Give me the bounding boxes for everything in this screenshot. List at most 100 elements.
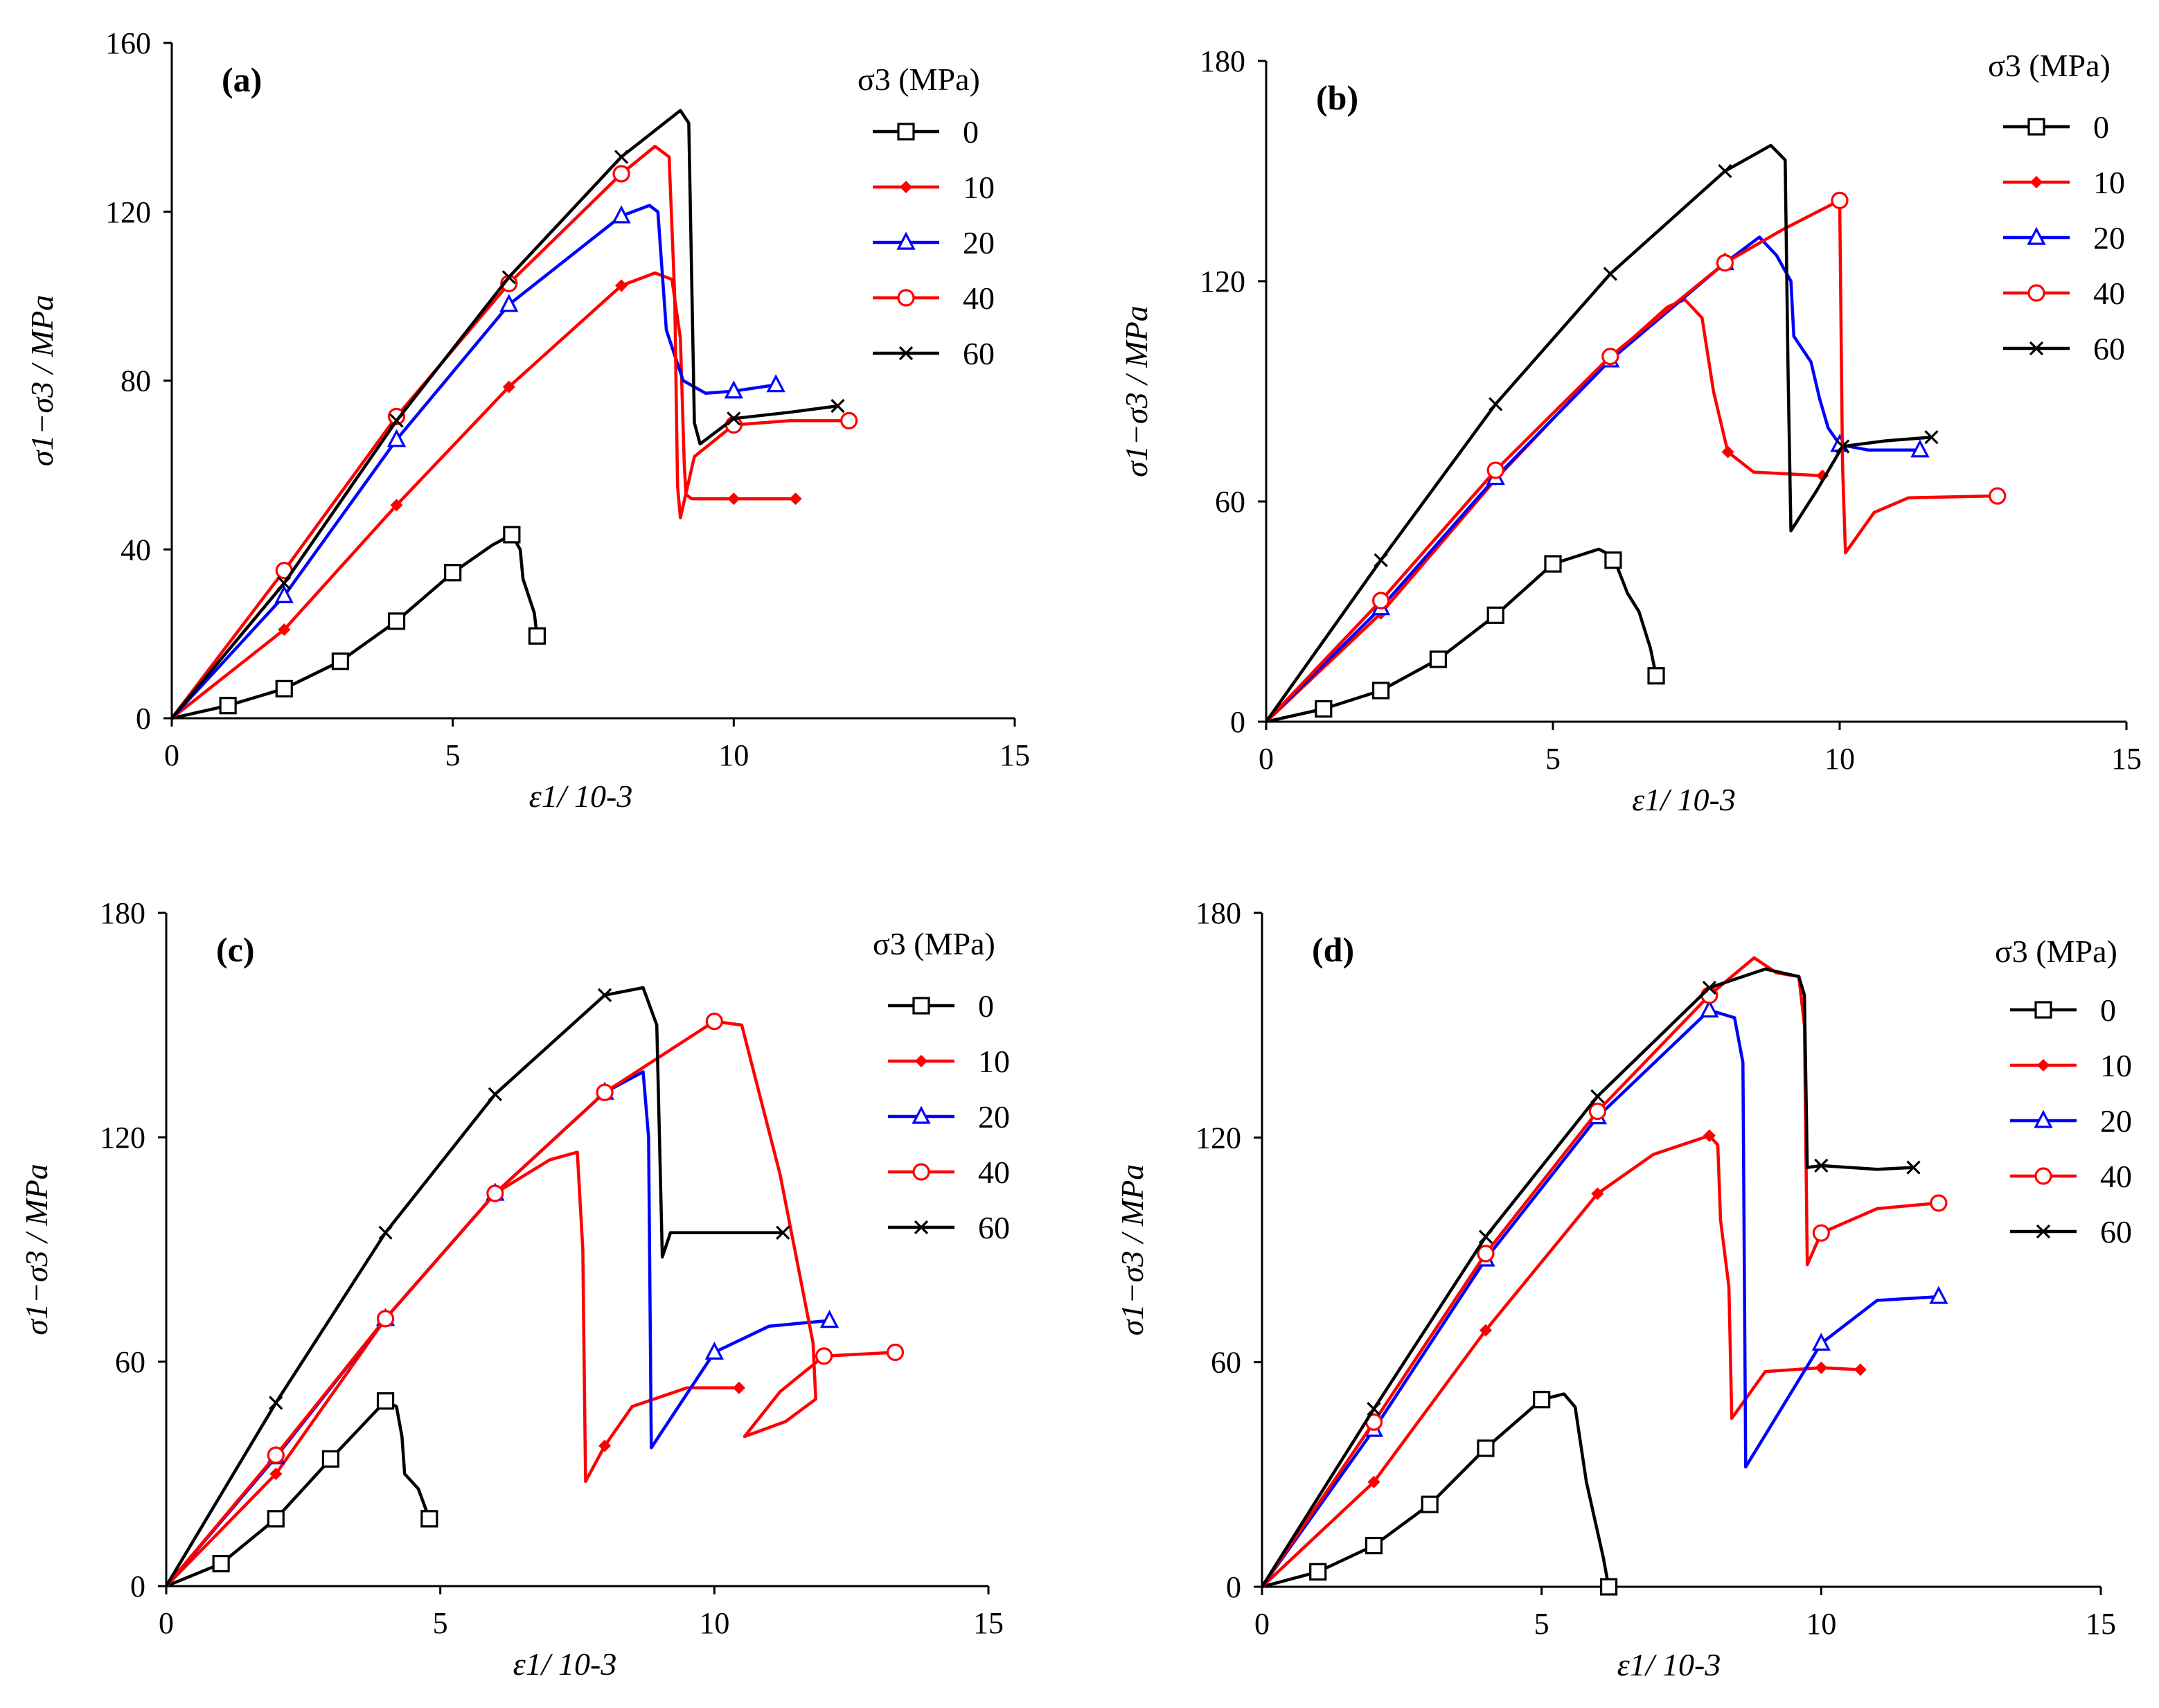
data-point: [1812, 1224, 1830, 1242]
legend-entry-label: 10: [978, 1044, 1010, 1079]
data-point: [1815, 1361, 1828, 1374]
data-point: [1367, 1402, 1381, 1416]
legend-marker-60: [898, 346, 914, 361]
data-point: [528, 627, 546, 645]
data-point: [274, 585, 294, 603]
data-point: [1599, 1578, 1618, 1596]
data-point: [1544, 555, 1562, 573]
data-point: [704, 1342, 724, 1360]
chart-panel-b: 0 5 10 15 0 60 120 180 ε1/ 10-3 σ1−σ3 / MPa (b) σ3 …: [1119, 44, 2142, 817]
series-60: [1264, 143, 1939, 724]
series-line-20: [170, 204, 778, 720]
data-point: [387, 429, 407, 447]
legend-entry-label: 40: [978, 1155, 1010, 1190]
series-line-0: [1260, 1392, 1610, 1589]
legend-marker-10: [2029, 175, 2043, 189]
legend-marker-10: [2036, 1058, 2050, 1072]
data-point: [1836, 439, 1850, 454]
legend-marker-60: [2029, 341, 2044, 356]
y-tick-label: 120: [1196, 1121, 1241, 1155]
series-line-40: [164, 1020, 897, 1588]
y-tick-label: 60: [1215, 485, 1245, 519]
data-point: [1365, 1536, 1383, 1555]
data-point: [1367, 1475, 1380, 1488]
x-tick-label: 5: [445, 738, 461, 772]
data-point: [502, 380, 515, 393]
data-point: [376, 1310, 395, 1328]
series-40: [164, 1012, 905, 1588]
data-point: [387, 612, 406, 630]
data-point: [269, 1396, 283, 1410]
series-line-10: [1260, 1134, 1863, 1589]
x-axis-label: ε1/ 10-3: [1632, 782, 1736, 817]
y-tick-label: 80: [121, 364, 151, 398]
legend-marker-60: [914, 1220, 929, 1235]
data-point: [596, 1083, 614, 1101]
data-point: [727, 492, 740, 506]
data-point: [1718, 163, 1732, 179]
data-point: [1910, 439, 1930, 458]
chart-panel-d: 0 5 10 15 0 60 120 180 ε1/ 10-3 σ1−σ3 / MPa (d) σ3 …: [1114, 896, 2132, 1682]
data-point: [378, 1225, 393, 1240]
data-point: [219, 697, 237, 715]
y-tick-label: 120: [100, 1121, 145, 1155]
legend-entry-label: 10: [2100, 1048, 2132, 1083]
x-tick-label: 10: [718, 738, 749, 772]
data-point: [1814, 1158, 1829, 1173]
series-line-10: [170, 271, 797, 720]
y-tick-label: 160: [105, 26, 151, 60]
legend-entry-label: 40: [2100, 1159, 2132, 1194]
series-line-20: [1260, 1008, 1941, 1589]
data-point: [1374, 553, 1388, 567]
data-point: [1989, 487, 2007, 505]
data-point: [267, 1446, 285, 1464]
x-tick-label: 15: [2086, 1607, 2116, 1641]
data-point: [275, 679, 293, 697]
data-point: [1489, 397, 1503, 411]
legend-title: σ3 (MPa): [1988, 48, 2111, 83]
legend-marker-40: [912, 1163, 930, 1181]
y-axis-label: σ1−σ3 / MPa: [19, 1164, 54, 1335]
chart-panel-a: 0 5 10 15 0 40 80 120 160 ε1/ 10-3 σ1−σ3 / MPa (a) σ…: [24, 26, 1030, 814]
series-line-10: [1264, 298, 1824, 724]
x-axis-label: ε1/ 10-3: [529, 779, 633, 814]
legend-marker-20: [912, 1105, 931, 1124]
x-tick-label: 5: [1545, 742, 1561, 776]
series-20: [1264, 235, 1930, 724]
y-tick-label: 0: [136, 702, 151, 736]
legend-marker-40: [2027, 284, 2045, 302]
data-point: [724, 380, 743, 399]
data-point: [278, 623, 291, 637]
y-axis-label: σ1−σ3 / MPa: [1119, 305, 1154, 477]
y-tick-label: 120: [105, 195, 151, 229]
data-point: [1929, 1286, 1948, 1304]
legend-marker-20: [2034, 1110, 2053, 1128]
data-point: [612, 165, 630, 183]
y-axis-label: σ1−σ3 / MPa: [1114, 1164, 1150, 1336]
data-point: [1591, 1187, 1604, 1200]
y-tick-label: 180: [100, 896, 145, 930]
x-tick-label: 0: [164, 738, 179, 772]
x-tick-label: 10: [1824, 742, 1855, 776]
legend-marker-40: [897, 289, 915, 307]
legend-title: σ3 (MPa): [1995, 934, 2117, 969]
legend-title: σ3 (MPa): [873, 926, 995, 961]
data-point: [1486, 461, 1504, 479]
legend-entry-label: 20: [963, 225, 995, 260]
y-tick-label: 120: [1200, 265, 1245, 299]
legend-marker-60: [2036, 1224, 2051, 1239]
series-0: [1260, 1391, 1618, 1596]
data-point: [389, 413, 404, 428]
data-point: [1703, 1129, 1716, 1142]
legend: σ3 (MPa) 0 10 20 40 60: [1988, 48, 2125, 366]
data-point: [1479, 1324, 1492, 1337]
data-point: [1478, 1229, 1493, 1244]
legend-marker-40: [2034, 1167, 2052, 1185]
series-line-10: [164, 1150, 741, 1588]
series-line-60: [1260, 967, 1915, 1589]
series-60: [170, 109, 845, 720]
data-point: [732, 1381, 746, 1394]
series-60: [164, 986, 790, 1588]
series-10: [164, 1150, 746, 1588]
y-tick-label: 180: [1196, 896, 1241, 930]
